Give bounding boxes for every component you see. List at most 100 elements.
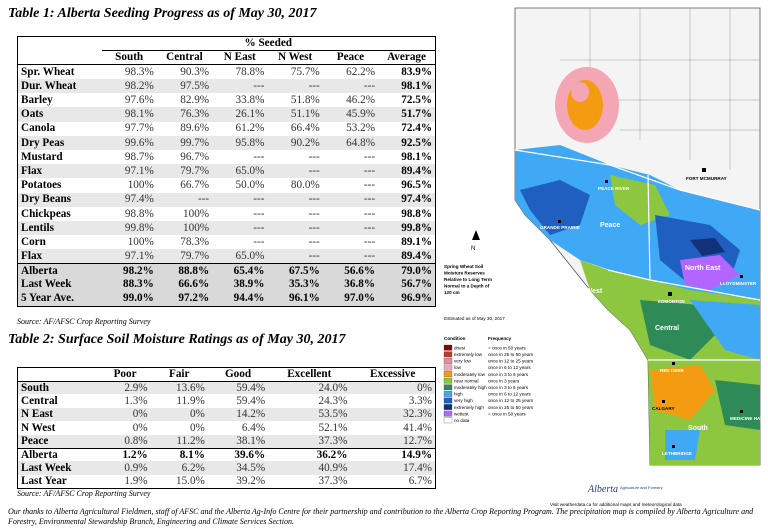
table-cell: ---	[322, 220, 379, 236]
legend-swatch	[443, 351, 453, 358]
table1-source: Source: AF/AFSC Crop Reporting Survey	[17, 317, 151, 326]
table-cell: 6.2%	[150, 461, 208, 475]
table-cell: 0.9%	[99, 461, 151, 475]
row-label: Spr. Wheat	[17, 64, 102, 80]
table-cell: 82.9%	[180, 94, 210, 107]
table-cell: 1.9%	[124, 474, 148, 487]
legend-frequency: once in 3 to 6 years	[488, 372, 529, 377]
table-cell: 97.4%	[101, 192, 157, 207]
table-cell: 51.7%	[378, 107, 436, 122]
north-arrow-icon: N	[471, 230, 480, 252]
city-label: GRANDE PRAIRIE	[540, 225, 580, 230]
table-cell: 98.2%	[101, 262, 157, 278]
svg-text:Agriculture and Forestry: Agriculture and Forestry	[620, 485, 663, 490]
table2-title: Table 2: Surface Soil Moisture Ratings a…	[8, 332, 346, 347]
table-row: Dry Peas 99.6% 99.7% 95.8% 90.2% 64.8% 92.5%	[17, 135, 436, 150]
table-cell: 94.4%	[212, 291, 268, 307]
table-cell: 66.4%	[290, 122, 320, 135]
table-cell: 39.2%	[236, 474, 266, 487]
table-cell: 32.3%	[350, 407, 436, 422]
table-cell: 88.8%	[156, 262, 213, 278]
table-cell: ---	[322, 164, 379, 179]
column-header: Good	[224, 368, 252, 380]
table-cell: 100%	[127, 179, 154, 192]
table-row: Flax 97.1% 79.7% 65.0% --- --- 89.4%	[17, 164, 436, 179]
table-cell: 92.5%	[378, 135, 436, 150]
table-row: Barley 97.6% 82.9% 33.8% 51.8% 46.2% 72.5%	[18, 93, 436, 107]
table-cell: 13.6%	[150, 380, 208, 395]
table-cell: ---	[267, 249, 323, 264]
table-row: Spr. Wheat 98.3% 90.3% 78.8% 75.7% 62.2% 83.9%	[17, 64, 436, 80]
table-cell: ---	[156, 192, 213, 207]
table-row: Flax 97.1% 79.7% 65.0% --- --- 89.4%	[17, 249, 436, 264]
table-cell: 89.4%	[378, 164, 436, 179]
table-cell: 14.9%	[350, 447, 436, 462]
table-cell: 15.0%	[175, 474, 205, 487]
table-cell: 6.7%	[408, 474, 432, 487]
table-cell: ---	[267, 164, 323, 179]
alberta-logo: Alberta Agriculture and Forestry	[587, 484, 663, 495]
city-label: LLOYDMINSTER	[720, 281, 757, 286]
table-cell: 67.5%	[267, 262, 323, 278]
table1-group-header-row: % Seeded	[18, 36, 436, 52]
central-moderately-high	[640, 300, 720, 360]
table-cell: 99.6%	[101, 135, 157, 150]
table-cell: 61.2%	[235, 122, 265, 135]
table-cell: 24.0%	[268, 380, 351, 395]
table-cell: 98.1%	[378, 79, 436, 94]
table-cell: 53.2%	[346, 122, 376, 135]
column-header: Fair	[168, 368, 190, 380]
table-cell: 79.0%	[378, 262, 436, 278]
legend-frequency: = once in 50 years	[488, 345, 526, 350]
table-cell: 96.5%	[401, 179, 432, 192]
column-header: Central	[166, 51, 203, 64]
table-cell: 0%	[132, 421, 148, 434]
city-label: MEDICINE HAT	[730, 416, 763, 421]
table-row: Chickpeas 98.8% 100% --- --- --- 98.8%	[18, 207, 436, 221]
south-moderately-low	[650, 365, 715, 420]
legend-swatch	[443, 371, 453, 377]
table-cell: 80.0%	[290, 179, 320, 192]
row-label: Canola	[21, 122, 56, 135]
city-label: CALGARY	[652, 406, 675, 411]
table-cell: 90.2%	[267, 135, 323, 150]
table-cell: 65.4%	[212, 262, 268, 278]
legend-frequency: once in 12 to 25 years	[488, 398, 534, 403]
city-label: FORT MCMURRAY	[686, 176, 727, 181]
table-cell: ---	[363, 235, 376, 248]
table-cell: 97.4%	[378, 192, 436, 207]
legend-condition: high	[454, 392, 463, 397]
column-header: South	[115, 51, 144, 64]
table-cell: 66.7%	[180, 179, 210, 192]
nw-very-high	[520, 180, 590, 235]
table-cell: 72.5%	[401, 94, 432, 107]
city-label: PEACE RIVER	[598, 186, 630, 191]
table-cell: 0%	[189, 421, 205, 434]
table-cell: 1.2%	[99, 447, 151, 462]
table-cell: 59.4%	[236, 394, 266, 407]
legend-swatch	[443, 417, 453, 424]
row-label: Chickpeas	[21, 207, 71, 220]
table-row: Potatoes 100% 66.7% 50.0% 80.0% --- 96.5%	[18, 178, 436, 192]
soil-moisture-table: Poor Fair Good Excellent Excessive South 2.9% 1…	[17, 367, 436, 489]
table-cell: 98.2%	[101, 79, 157, 94]
table-cell: 98.1%	[101, 107, 157, 122]
column-header: Average	[387, 51, 426, 64]
percent-seeded-header: % Seeded	[101, 36, 436, 52]
legend-condition: very high	[454, 398, 473, 403]
legend-frequency: once in 6 to 12 years	[488, 365, 531, 370]
row-label: Alberta	[17, 262, 102, 278]
svg-text:N: N	[471, 246, 475, 252]
table-cell: 8.1%	[150, 447, 208, 462]
table-cell: ---	[253, 235, 265, 248]
row-label: Barley	[21, 94, 53, 107]
legend-frequency: once in 12 to 25 years	[488, 359, 534, 364]
table-cell: 97.7%	[124, 122, 154, 135]
legend-condition: moderately high	[454, 385, 487, 390]
table-cell: 6.4%	[241, 421, 266, 434]
legend-swatch	[443, 358, 453, 364]
table-cell: 65.0%	[212, 164, 268, 179]
table-cell: 96.1%	[267, 291, 323, 307]
row-label: Last Week	[17, 277, 102, 292]
table-cell: 56.7%	[378, 277, 436, 292]
